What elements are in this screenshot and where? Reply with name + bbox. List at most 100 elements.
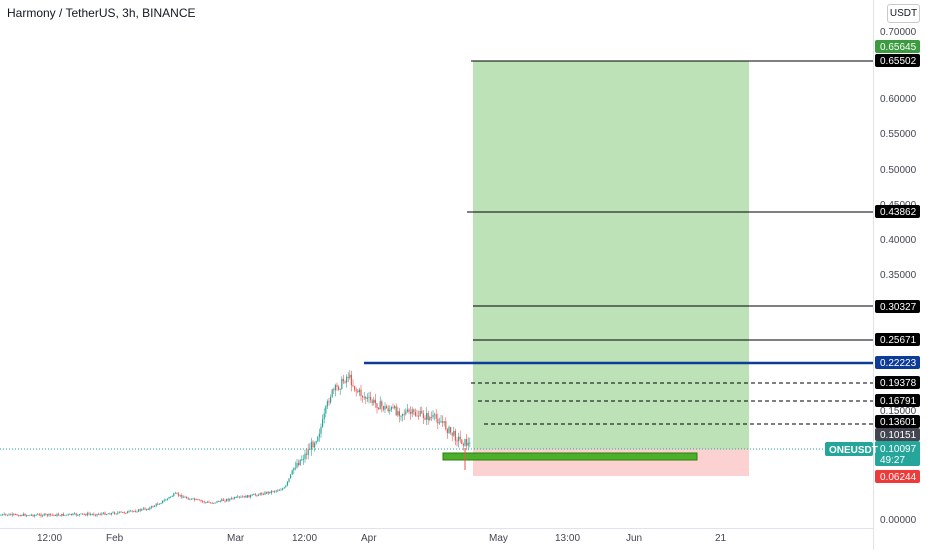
target-price-badge	[875, 40, 920, 53]
candle-body	[6, 514, 8, 516]
candle-body	[102, 512, 104, 514]
price-tick: 0.50000	[880, 165, 917, 176]
level-price-labels: 0.65645 0.65502 0.43862 0.30327 0.25671 …	[825, 40, 920, 483]
candle-body	[194, 498, 196, 501]
candle-body	[66, 514, 68, 516]
candle-body	[298, 463, 300, 466]
candle-body	[142, 508, 144, 510]
candle-body	[82, 513, 84, 515]
candle-body	[48, 513, 50, 516]
time-tick: Jun	[626, 533, 642, 544]
candle-body	[405, 411, 407, 415]
candle-body	[360, 389, 362, 397]
candle-body	[304, 453, 306, 460]
candle-body	[392, 407, 394, 409]
time-tick: 21	[715, 533, 727, 544]
candle-body	[152, 506, 154, 508]
candle-body	[379, 401, 381, 410]
time-tick: 12:00	[292, 533, 317, 544]
candle-body	[77, 515, 79, 516]
candle-body	[440, 421, 442, 423]
candle-body	[5, 513, 7, 515]
entry-zone-rectangle[interactable]	[442, 452, 698, 461]
candle-body	[395, 406, 397, 416]
candle-body	[157, 503, 159, 505]
candle-body	[106, 514, 108, 515]
candle-body	[358, 389, 360, 393]
candle-body	[419, 410, 421, 416]
candle-body	[234, 497, 236, 499]
candle-body	[269, 491, 271, 494]
time-tick: Feb	[106, 533, 124, 544]
candle-body	[134, 511, 136, 513]
candle-body	[362, 396, 364, 398]
candle-body	[3, 513, 5, 515]
candle-body	[232, 497, 234, 499]
candle-body	[296, 463, 298, 468]
candle-body	[203, 501, 205, 503]
candle-body	[398, 411, 400, 417]
candle-body	[22, 513, 24, 516]
time-tick: May	[489, 533, 508, 544]
candle-body	[352, 385, 354, 387]
candle-body	[309, 449, 311, 451]
level-label: 0.43862	[880, 207, 917, 218]
candle-body	[10, 514, 12, 516]
candle-body	[456, 440, 458, 442]
candle-body	[112, 512, 114, 514]
currency-button[interactable]: USDT	[887, 4, 920, 23]
candle-body	[285, 485, 287, 488]
candle-body	[443, 421, 445, 423]
level-label: 0.25671	[880, 335, 917, 346]
candle-body	[67, 514, 69, 515]
candle-body	[72, 513, 74, 516]
current-price-label: 0.10097	[880, 444, 917, 455]
candle-body	[78, 514, 80, 516]
candle-body	[174, 492, 176, 494]
candle-body	[56, 514, 58, 516]
candle-body	[51, 514, 53, 516]
candle-body	[13, 513, 15, 515]
candle-body	[86, 513, 88, 516]
candle-body	[90, 514, 92, 515]
level-label: 0.16791	[880, 396, 917, 407]
candle-body	[109, 513, 111, 515]
candle-body	[371, 400, 373, 404]
candle-body	[35, 514, 37, 516]
time-axis[interactable]: 12:00 Feb Mar 12:00 Apr May 13:00 Jun 21	[37, 533, 727, 544]
candle-body	[214, 502, 216, 504]
candle-body	[446, 429, 448, 434]
price-tick: 0.55000	[880, 129, 917, 140]
candle-body	[182, 496, 184, 498]
candle-body	[418, 415, 420, 417]
candle-body	[40, 514, 42, 517]
candle-body	[235, 497, 237, 498]
candle-body	[107, 513, 109, 515]
candle-body	[334, 385, 336, 391]
candle-body	[246, 495, 248, 498]
candle-body	[278, 489, 280, 491]
candle-body	[130, 510, 132, 512]
candle-body	[293, 467, 295, 471]
candle-body	[421, 410, 423, 414]
candle-body	[32, 514, 34, 517]
take-profit-zone[interactable]	[473, 61, 749, 449]
candlestick-series	[0, 370, 471, 518]
candle-body	[190, 498, 192, 500]
candle-body	[330, 396, 332, 403]
candle-body	[339, 389, 341, 390]
price-tick: 0.60000	[880, 94, 917, 105]
candle-body	[286, 481, 288, 486]
candle-body	[37, 514, 39, 516]
candle-body	[154, 505, 156, 508]
candle-body	[322, 419, 324, 427]
candle-body	[141, 509, 143, 511]
candle-body	[461, 439, 463, 445]
candle-body	[254, 494, 256, 496]
symbol-badge	[825, 442, 873, 456]
candle-body	[274, 491, 276, 493]
candle-body	[16, 514, 18, 516]
candle-body	[344, 381, 346, 383]
